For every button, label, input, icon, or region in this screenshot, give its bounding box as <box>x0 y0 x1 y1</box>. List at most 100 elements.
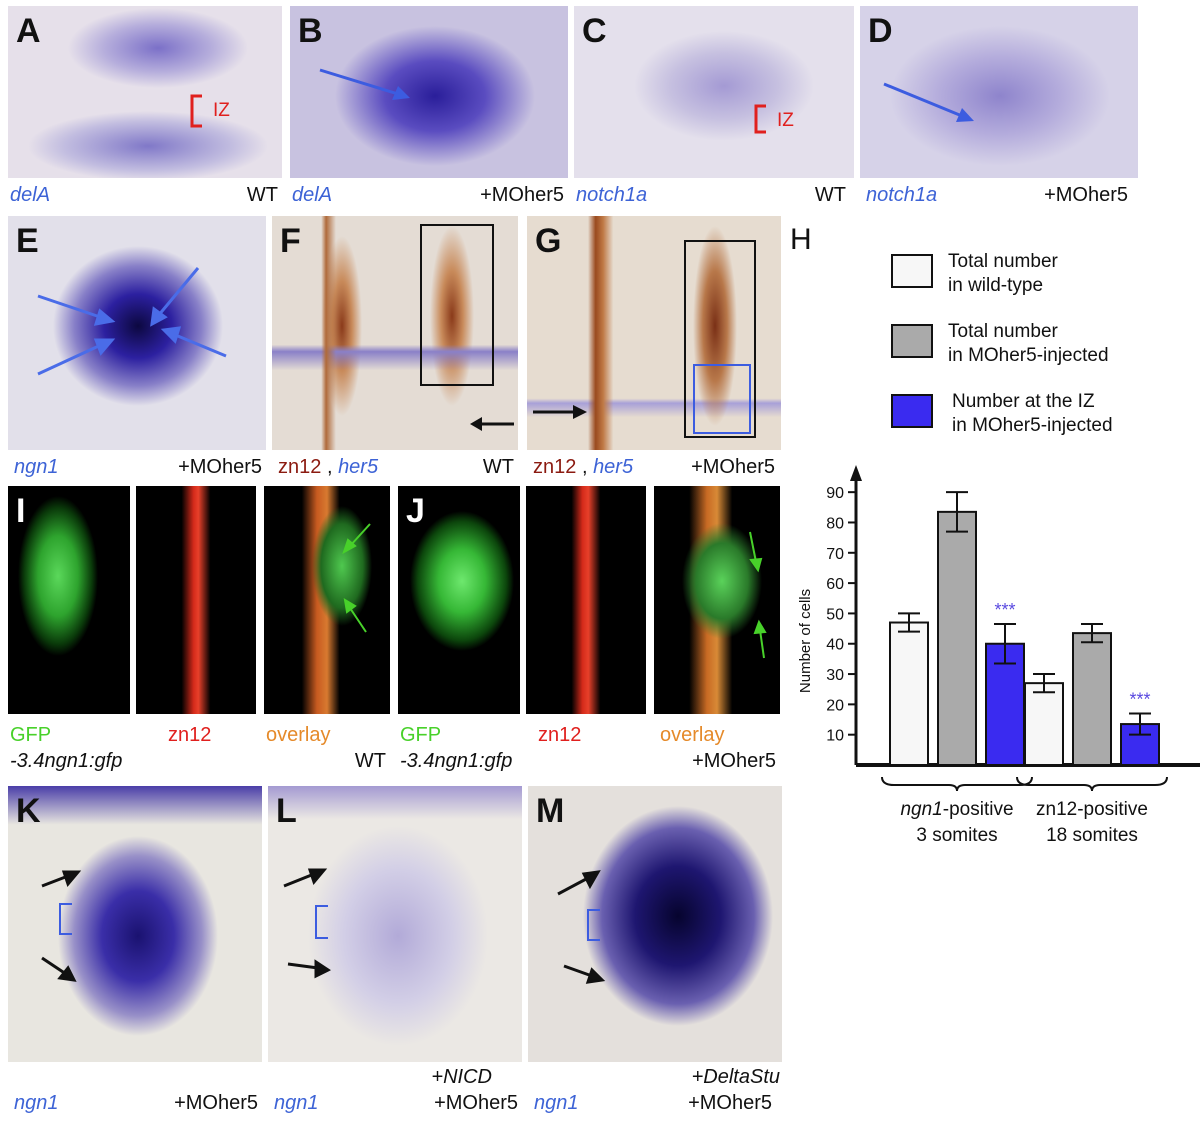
panel-m: M +DeltaStu ngn1 +MOher5 <box>528 786 782 1122</box>
panel-f-letter: F <box>280 222 301 260</box>
panel-d-letter: D <box>868 12 893 50</box>
arrow-icon <box>470 417 514 431</box>
panel-l-image <box>268 786 522 1062</box>
y-tick-label: 20 <box>826 697 844 714</box>
panel-f: F zn12 , her5 WT <box>272 216 518 480</box>
panel-h-letter: H <box>790 223 812 256</box>
panel-h: H Total number in wild-type Total number in … <box>780 215 1203 875</box>
significance-label: *** <box>1129 689 1150 709</box>
panel-l: L +NICD ngn1 +MOher5 <box>268 786 522 1122</box>
panel-g-letter: G <box>535 222 562 260</box>
separator: , <box>581 456 588 478</box>
panel-d-gene: notch1a <box>866 184 938 206</box>
panel-e-letter: E <box>16 222 39 260</box>
panel-m-letter: M <box>536 792 565 830</box>
bar <box>1072 632 1112 766</box>
panel-f-condition: WT <box>482 456 514 478</box>
panel-k: K ngn1 +MOher5 <box>8 786 262 1122</box>
panel-b-letter: B <box>298 12 323 50</box>
her5-label: her5 <box>338 456 379 478</box>
iz-bracket-a <box>190 94 202 128</box>
y-tick-label: 60 <box>826 576 844 593</box>
panel-e-gene: ngn1 <box>14 456 59 478</box>
separator: , <box>326 456 333 478</box>
iz-bracket-c <box>754 104 766 134</box>
panel-a-image <box>8 6 282 178</box>
legend-label: Number at the IZ <box>952 391 1095 412</box>
legend-swatch <box>891 254 933 288</box>
arrows-icon <box>41 870 82 982</box>
legend-label: Total number <box>948 321 1059 342</box>
bar <box>937 510 977 766</box>
group-sublabel: 3 somites <box>916 825 997 846</box>
panel-i-gfp-image <box>8 486 130 714</box>
y-tick-label: 50 <box>826 606 844 623</box>
gfp-label: GFP <box>400 724 442 746</box>
zn12-label: zn12 <box>278 456 322 478</box>
panel-k-image <box>8 786 262 1062</box>
group-brace <box>1016 776 1168 792</box>
panel-e-image <box>8 216 266 450</box>
panel-b-image <box>290 6 568 178</box>
overlay-label: overlay <box>266 724 331 746</box>
panel-j-zn12-image <box>526 486 646 714</box>
panel-a-condition: WT <box>246 184 278 206</box>
legend-label: in wild-type <box>948 275 1043 296</box>
panel-j-overlay-image <box>654 486 780 714</box>
panel-l-gene: ngn1 <box>274 1092 319 1114</box>
bar <box>889 621 929 766</box>
panel-i-zn12-image <box>136 486 256 714</box>
significance-label: *** <box>994 600 1015 620</box>
panel-c-condition: WT <box>814 184 846 206</box>
iz-label-a: IZ <box>213 100 230 121</box>
panel-d-condition: +MOher5 <box>1044 184 1128 206</box>
arrows-icon <box>557 870 606 984</box>
y-tick-label: 40 <box>826 637 844 654</box>
group-label-rest: zn12-positive <box>1036 799 1148 820</box>
legend-label: Total number <box>948 251 1059 272</box>
panel-b: B delA +MOher5 <box>290 6 568 208</box>
panel-g-condition: +MOher5 <box>691 456 775 478</box>
arrows-icon <box>283 868 331 979</box>
group-brace <box>881 776 1033 792</box>
arrow-icon <box>533 405 587 419</box>
group-label-gene: ngn1 <box>900 799 942 820</box>
panel-j-gfp-image <box>398 486 520 714</box>
deltastu-label: +DeltaStu <box>691 1066 780 1088</box>
panel-i-letter: I <box>16 492 26 530</box>
panel-b-condition: +MOher5 <box>480 184 564 206</box>
gfp-label: GFP <box>10 724 52 746</box>
iz-label-c: IZ <box>777 110 794 131</box>
panel-a: A IZ delA WT <box>8 6 282 208</box>
nicd-label: +NICD <box>431 1066 492 1088</box>
legend-swatch <box>891 394 933 428</box>
group-label: ngn1-positive <box>900 799 1013 820</box>
panel-k-condition: +MOher5 <box>174 1092 258 1114</box>
panel-k-gene: ngn1 <box>14 1092 59 1114</box>
transgene-label: -3.4ngn1:gfp <box>10 750 123 772</box>
panel-j-letter: J <box>406 492 425 530</box>
panel-f-image <box>272 216 518 450</box>
panel-a-gene: delA <box>10 184 51 206</box>
arrows-icon <box>749 531 767 659</box>
panel-g-markers: zn12 , her5 <box>533 456 633 478</box>
bar-chart: H Total number in wild-type Total number in … <box>790 223 1200 846</box>
panel-c-gene: notch1a <box>576 184 648 206</box>
y-tick-label: 10 <box>826 728 844 745</box>
panel-m-image <box>528 786 782 1062</box>
arrow-icon <box>319 68 410 100</box>
boxed-region <box>420 224 494 386</box>
y-axis-arrow-icon <box>850 465 862 481</box>
zn12-label: zn12 <box>168 724 212 746</box>
arrows-icon <box>37 267 227 376</box>
group-label: zn12-positive <box>1036 799 1148 820</box>
panel-i: I GFP zn12 overlay -3.4ngn1:gfp WT <box>8 486 390 778</box>
transgene-label: -3.4ngn1:gfp <box>400 750 513 772</box>
panel-e: E ngn1 +MOher5 <box>8 216 266 480</box>
panel-d: D notch1a +MOher5 <box>860 6 1138 208</box>
panel-c: C IZ notch1a WT <box>574 6 854 208</box>
panel-m-condition: +MOher5 <box>688 1092 772 1114</box>
y-tick-label: 80 <box>826 515 844 532</box>
panel-c-image <box>574 6 854 178</box>
y-tick-label: 30 <box>826 667 844 684</box>
